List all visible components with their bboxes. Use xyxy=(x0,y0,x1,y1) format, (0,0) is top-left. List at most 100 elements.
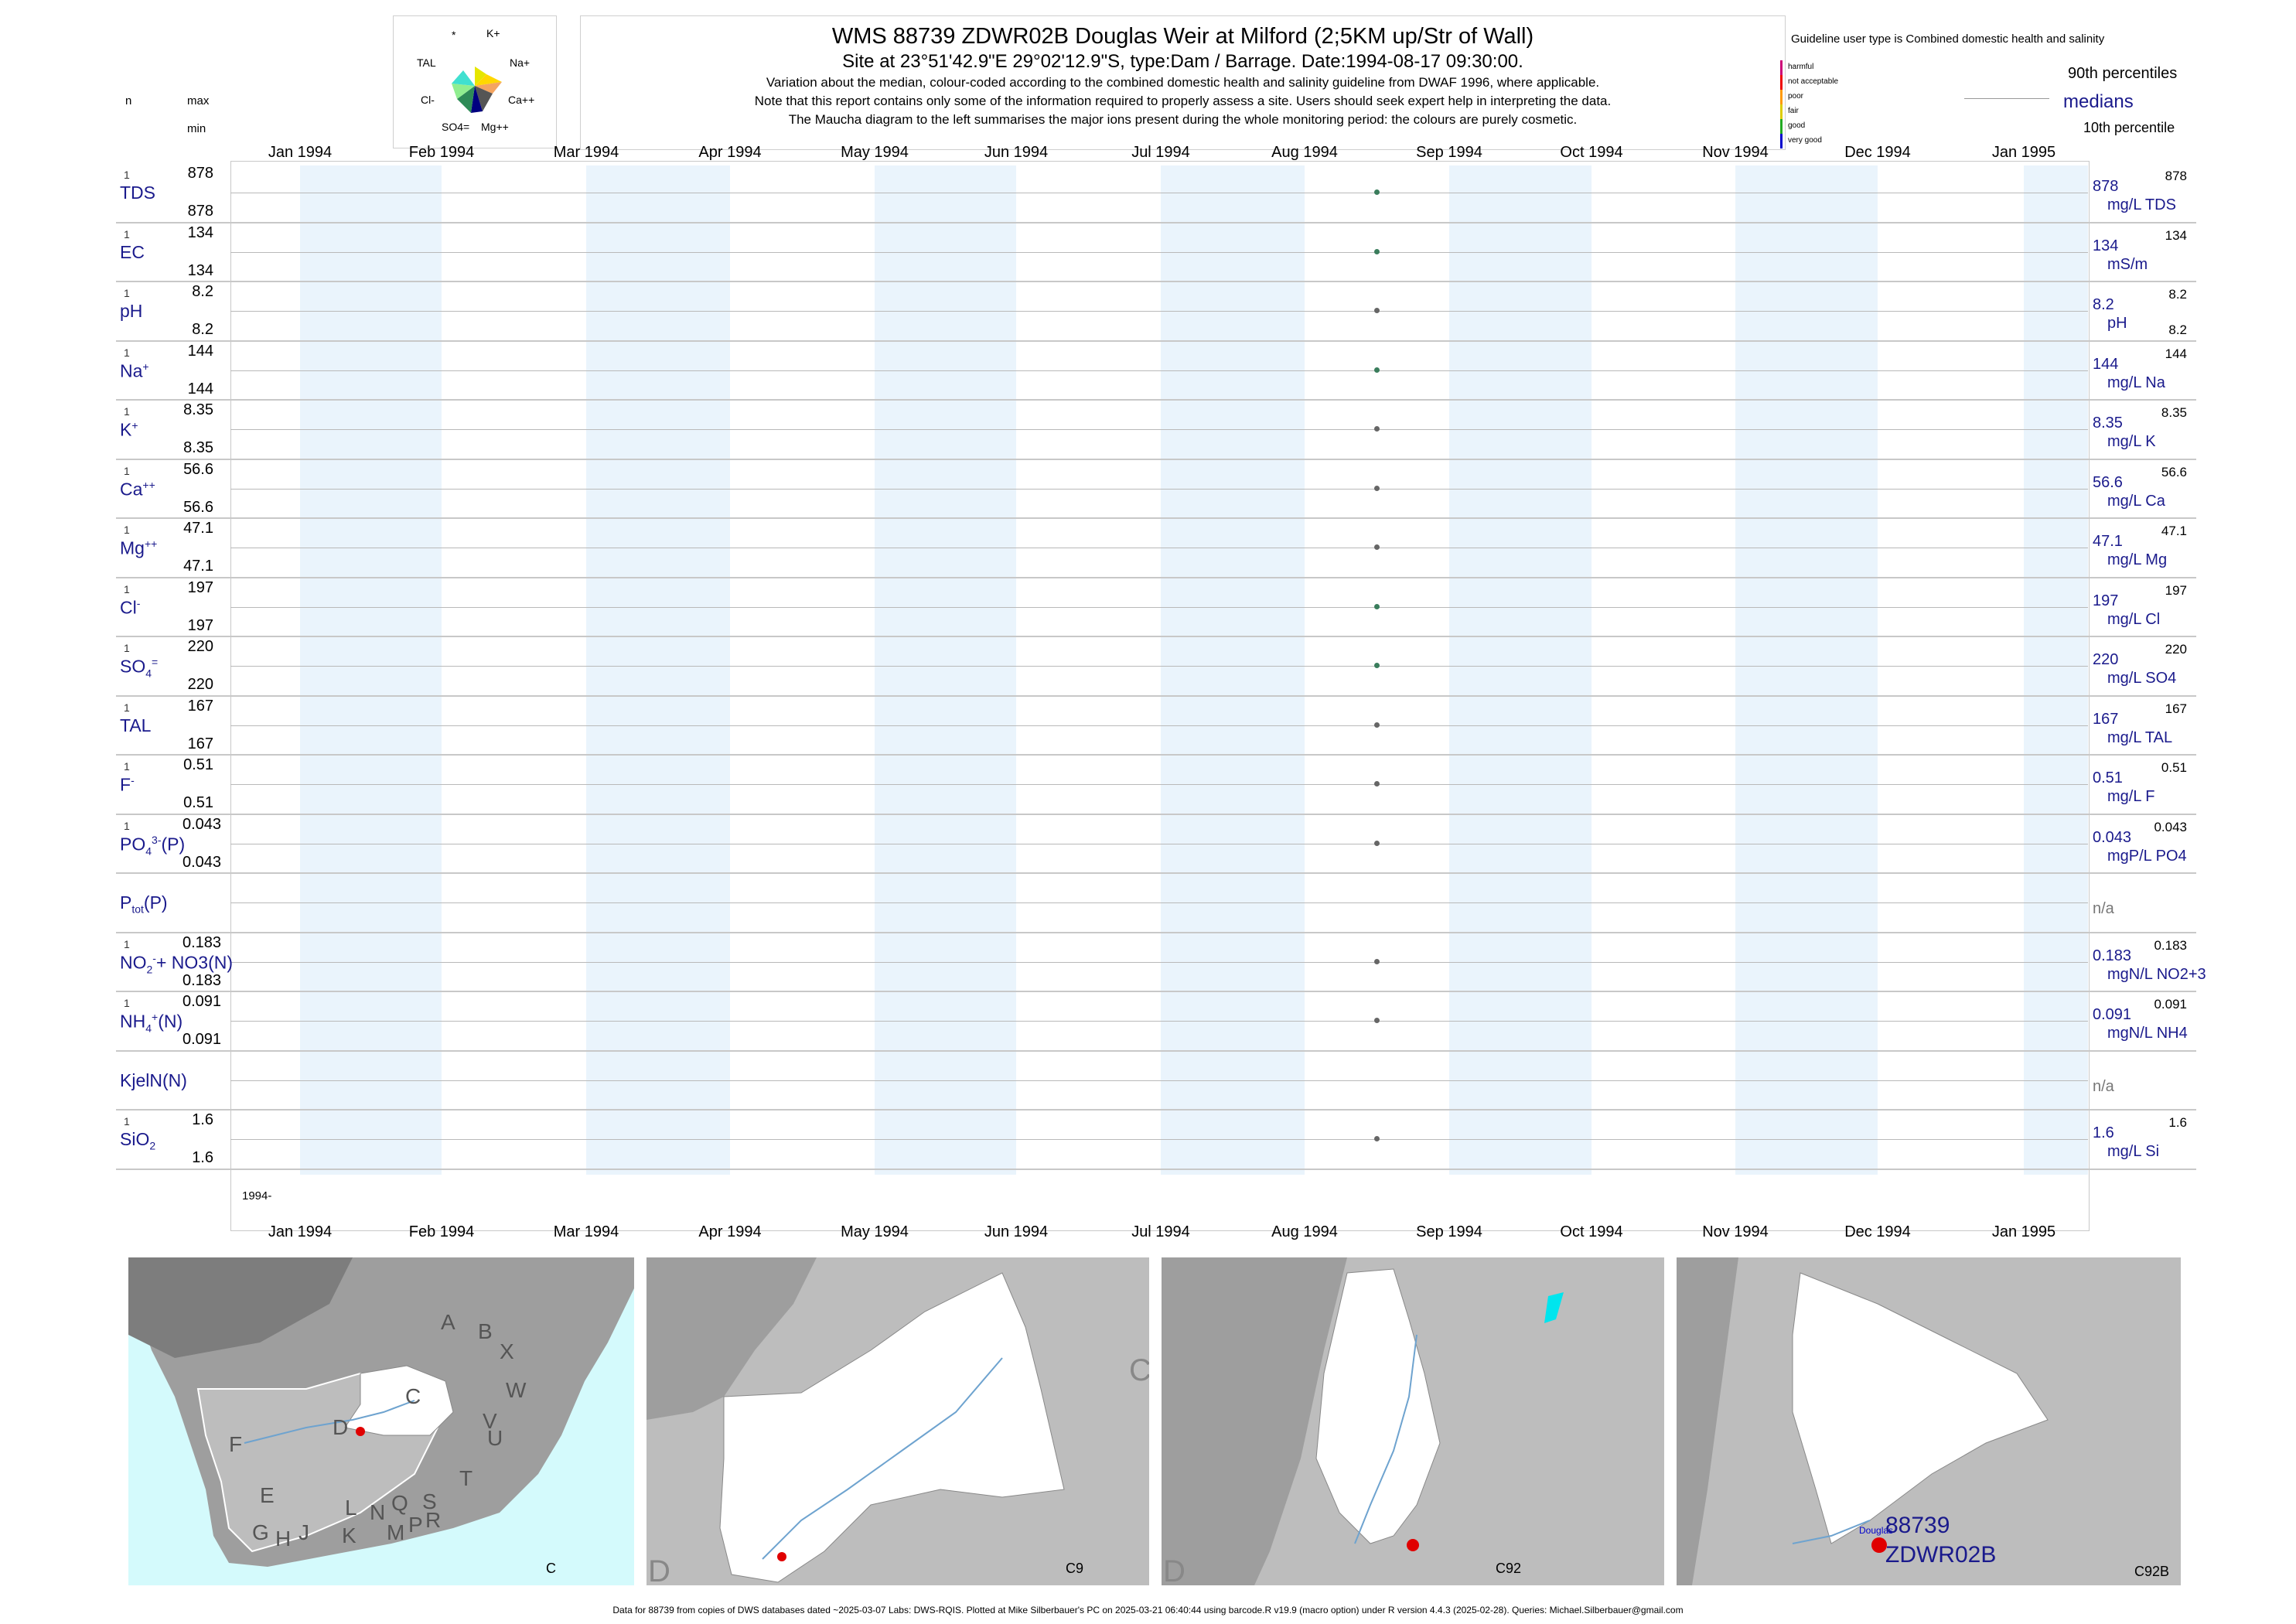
row-divider xyxy=(116,813,2196,815)
month-band xyxy=(875,165,1016,1175)
median-value: 8.35 xyxy=(2093,415,2123,432)
unit-label: mg/L F xyxy=(2107,788,2155,805)
median-value: 878 xyxy=(2093,178,2119,195)
row-min: 0.51 xyxy=(183,794,213,811)
row-min: 1.6 xyxy=(192,1149,213,1166)
region-label: L xyxy=(345,1496,357,1520)
data-point xyxy=(1373,544,1380,550)
region-label: H xyxy=(275,1527,292,1551)
median-value: 1.6 xyxy=(2093,1124,2114,1141)
sample-count: 1 xyxy=(124,997,130,1009)
row-divider xyxy=(116,636,2196,637)
data-point xyxy=(1373,426,1380,432)
p90-value: 56.6 xyxy=(2161,464,2187,479)
top-month-label: Jan 1995 xyxy=(1991,144,2056,161)
map-caption-2: C9 xyxy=(1066,1561,1084,1576)
row-divider xyxy=(116,399,2196,401)
p90-value: 878 xyxy=(2165,169,2187,183)
note-line-2: Note that this report contains only some… xyxy=(754,94,1612,108)
p90-value: 220 xyxy=(2165,642,2187,657)
top-month-label: Jul 1994 xyxy=(1131,144,1190,161)
median-value: 167 xyxy=(2093,710,2119,728)
top-month-label: Nov 1994 xyxy=(1702,144,1769,161)
row-divider xyxy=(116,991,2196,992)
bottom-month-label: Apr 1994 xyxy=(698,1223,762,1240)
top-month-label: Aug 1994 xyxy=(1271,144,1338,161)
maucha-label-cl: Cl- xyxy=(421,94,435,106)
southern-africa-map xyxy=(128,1257,634,1567)
corner-letter-c: C xyxy=(1129,1353,1149,1387)
p90-value: 0.091 xyxy=(2154,997,2187,1012)
median-value: 47.1 xyxy=(2093,533,2123,550)
row-max: 144 xyxy=(187,342,213,360)
sample-count: 1 xyxy=(124,760,130,773)
footer-note: Data for 88739 from copies of DWS databa… xyxy=(612,1605,1684,1615)
month-band xyxy=(586,165,730,1175)
p90-value: 47.1 xyxy=(2161,524,2187,538)
region-label: B xyxy=(478,1319,493,1343)
legend-level-label: fair xyxy=(1788,107,1799,115)
row-min: 0.043 xyxy=(183,853,222,871)
maucha-label-k: K+ xyxy=(486,27,500,39)
median-line xyxy=(230,1139,2088,1140)
sample-count: 1 xyxy=(124,1115,130,1128)
median-value: 8.2 xyxy=(2093,296,2114,313)
median-value: 0.091 xyxy=(2093,1006,2132,1023)
sample-count: 1 xyxy=(124,582,130,595)
row-max: 0.091 xyxy=(183,993,222,1010)
top-month-label: Jun 1994 xyxy=(984,144,1049,161)
sample-count: 1 xyxy=(124,642,130,654)
median-line xyxy=(230,606,2088,608)
legend-medians: medians xyxy=(2063,91,2134,112)
param-label-ptot: Ptot(P) xyxy=(120,892,168,916)
month-band xyxy=(2024,165,2088,1175)
map-panel-c9: C D C9 xyxy=(646,1257,1149,1585)
top-month-label: Mar 1994 xyxy=(553,144,619,161)
param-label-no2no3: NO2-+ NO3(N) xyxy=(120,951,234,975)
region-label: U xyxy=(487,1426,503,1450)
row-min: 878 xyxy=(187,203,213,220)
param-label-tds: TDS xyxy=(120,183,155,203)
sample-count: 1 xyxy=(124,169,130,181)
median-line xyxy=(230,902,2088,903)
top-month-label: Jan 1994 xyxy=(268,144,333,161)
top-month-label: Apr 1994 xyxy=(698,144,762,161)
bottom-month-label: Feb 1994 xyxy=(408,1223,475,1240)
median-na: n/a xyxy=(2093,900,2114,917)
median-value: 56.6 xyxy=(2093,473,2123,491)
maucha-label-tal: TAL xyxy=(417,56,436,69)
region-label: S xyxy=(422,1489,437,1513)
row-max: 47.1 xyxy=(183,520,213,537)
note-line-1: Variation about the median, colour-coded… xyxy=(766,75,1600,90)
row-max: 0.183 xyxy=(183,933,222,951)
maucha-label-ca: Ca++ xyxy=(508,94,535,106)
bottom-month-label: Jul 1994 xyxy=(1131,1223,1190,1240)
top-month-label: Dec 1994 xyxy=(1844,144,1911,161)
data-point xyxy=(1373,722,1380,728)
map-panel-c92: D C92 xyxy=(1162,1257,1664,1585)
region-label: M xyxy=(387,1520,405,1544)
param-label-f: F- xyxy=(120,774,135,795)
bottom-month-label: Nov 1994 xyxy=(1702,1223,1769,1240)
top-month-label: May 1994 xyxy=(841,144,909,161)
c92-catchment-map xyxy=(1162,1257,1564,1585)
month-band xyxy=(1161,165,1305,1175)
data-point xyxy=(1373,248,1380,254)
unit-label: mg/L Ca xyxy=(2107,492,2165,510)
c92b-catchment-map xyxy=(1677,1257,2049,1585)
row-divider xyxy=(116,931,2196,933)
median-line xyxy=(230,370,2088,371)
row-max: 134 xyxy=(187,223,213,241)
row-min: 47.1 xyxy=(183,558,213,575)
sample-count: 1 xyxy=(124,524,130,536)
region-label: W xyxy=(506,1378,527,1402)
unit-label: mg/L Na xyxy=(2107,374,2165,391)
p90-value: 167 xyxy=(2165,701,2187,716)
site-marker-c92 xyxy=(1407,1539,1419,1551)
row-divider xyxy=(116,281,2196,282)
p90-value: 197 xyxy=(2165,582,2187,598)
median-line xyxy=(230,311,2088,312)
map-caption-1: C xyxy=(546,1561,556,1576)
corner-letter-d2: D xyxy=(1163,1554,1186,1585)
median-value: 220 xyxy=(2093,651,2119,668)
